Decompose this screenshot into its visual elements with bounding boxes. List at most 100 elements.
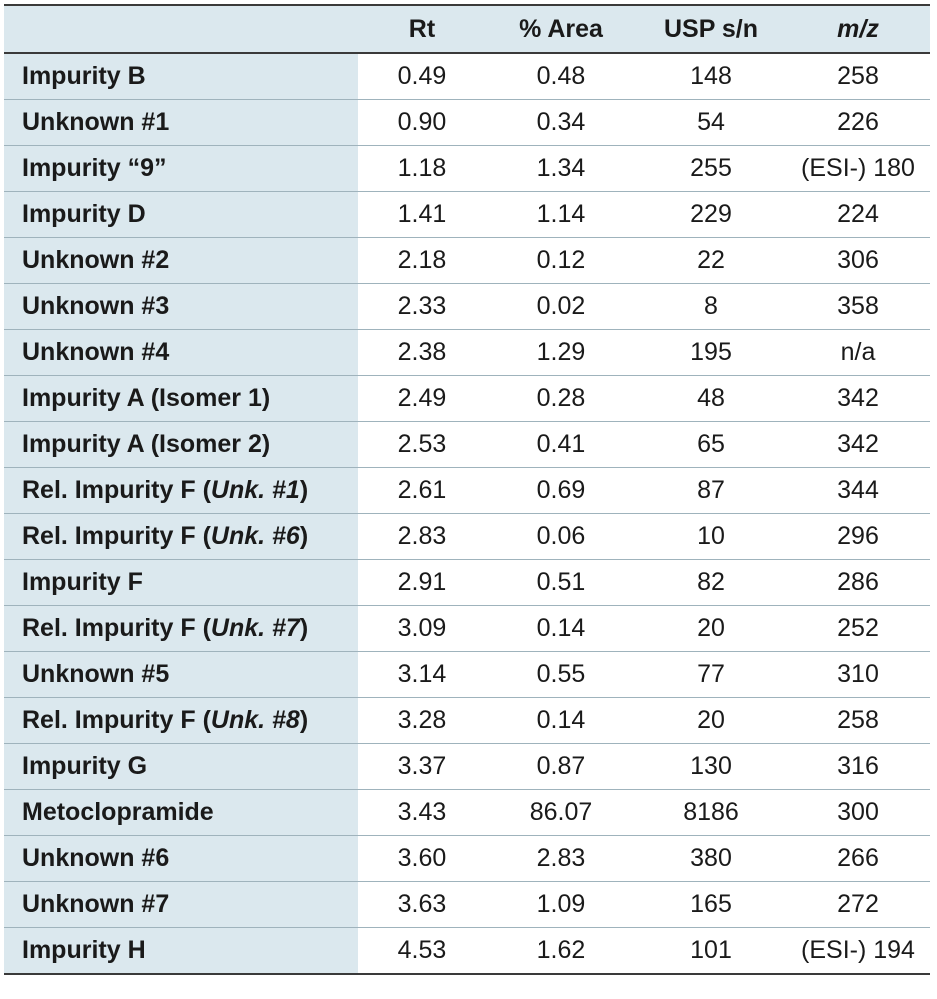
compound-name-cell: Impurity “9” — [4, 145, 358, 192]
rt-cell: 2.33 — [358, 283, 486, 330]
mz-cell: 258 — [786, 697, 930, 744]
compound-name: Impurity H — [22, 936, 146, 964]
mz-cell: 258 — [786, 53, 930, 100]
usp-sn-cell: 87 — [636, 467, 786, 514]
rt-cell: 3.28 — [358, 697, 486, 744]
mz-cell: (ESI-) 180 — [786, 145, 930, 192]
table-row: Unknown #1 0.90 0.34 54 226 — [4, 99, 930, 146]
rt-cell: 3.37 — [358, 743, 486, 790]
table-row: Unknown #5 3.14 0.55 77 310 — [4, 651, 930, 698]
compound-name-cell: Metoclopramide — [4, 789, 358, 836]
table-row: Impurity B 0.49 0.48 148 258 — [4, 53, 930, 100]
area-cell: 1.34 — [486, 145, 636, 192]
area-cell: 1.14 — [486, 191, 636, 238]
compound-name: Impurity A (Isomer 2) — [22, 430, 271, 458]
table-row: Impurity G 3.37 0.87 130 316 — [4, 743, 930, 790]
table-row: Rel. Impurity F (Unk. #1) 2.61 0.69 87 344 — [4, 467, 930, 514]
rt-cell: 2.83 — [358, 513, 486, 560]
compound-name-cell: Impurity G — [4, 743, 358, 790]
usp-sn-cell: 255 — [636, 145, 786, 192]
header-usp-sn: USP s/n — [636, 4, 786, 54]
compound-name: Rel. Impurity F ( — [22, 614, 211, 642]
rt-cell: 0.49 — [358, 53, 486, 100]
area-cell: 0.12 — [486, 237, 636, 284]
usp-sn-cell: 54 — [636, 99, 786, 146]
usp-sn-cell: 48 — [636, 375, 786, 422]
compound-name-cell: Rel. Impurity F (Unk. #1) — [4, 467, 358, 514]
table-row: Unknown #7 3.63 1.09 165 272 — [4, 881, 930, 928]
compound-name: Impurity F — [22, 568, 143, 596]
compound-name-cell: Impurity D — [4, 191, 358, 238]
compound-name-suffix: ) — [299, 614, 309, 642]
usp-sn-cell: 82 — [636, 559, 786, 606]
rt-cell: 4.53 — [358, 927, 486, 975]
mz-cell: 342 — [786, 375, 930, 422]
mz-cell: 224 — [786, 191, 930, 238]
compound-name: Impurity G — [22, 752, 148, 780]
compound-name-cell: Impurity A (Isomer 2) — [4, 421, 358, 468]
table-row: Impurity A (Isomer 2) 2.53 0.41 65 342 — [4, 421, 930, 468]
area-cell: 0.06 — [486, 513, 636, 560]
table-row: Unknown #6 3.60 2.83 380 266 — [4, 835, 930, 882]
usp-sn-cell: 148 — [636, 53, 786, 100]
results-table-container: Rt % Area USP s/n m/z Impurity B 0.49 0.48… — [4, 4, 930, 975]
area-cell: 0.55 — [486, 651, 636, 698]
compound-name-cell: Rel. Impurity F (Unk. #7) — [4, 605, 358, 652]
compound-name: Impurity A (Isomer 1) — [22, 384, 271, 412]
header-row: Rt % Area USP s/n m/z — [4, 4, 930, 54]
table-row: Rel. Impurity F (Unk. #6) 2.83 0.06 10 296 — [4, 513, 930, 560]
compound-name: Unknown #6 — [22, 844, 170, 872]
area-cell: 0.02 — [486, 283, 636, 330]
area-cell: 0.41 — [486, 421, 636, 468]
compound-name-cell: Impurity F — [4, 559, 358, 606]
table-row: Rel. Impurity F (Unk. #8) 3.28 0.14 20 258 — [4, 697, 930, 744]
compound-name-cell: Impurity H — [4, 927, 358, 975]
mz-cell: 306 — [786, 237, 930, 284]
compound-name: Unknown #5 — [22, 660, 170, 688]
rt-cell: 0.90 — [358, 99, 486, 146]
compound-name-italic: Unk. #6 — [210, 522, 300, 550]
usp-sn-cell: 10 — [636, 513, 786, 560]
area-cell: 0.51 — [486, 559, 636, 606]
rt-cell: 2.38 — [358, 329, 486, 376]
mz-cell: 358 — [786, 283, 930, 330]
rt-cell: 2.53 — [358, 421, 486, 468]
mz-cell: 344 — [786, 467, 930, 514]
area-cell: 2.83 — [486, 835, 636, 882]
compound-name: Rel. Impurity F ( — [22, 522, 211, 550]
rt-cell: 3.43 — [358, 789, 486, 836]
usp-sn-cell: 195 — [636, 329, 786, 376]
mz-cell: 310 — [786, 651, 930, 698]
impurity-results-table: Rt % Area USP s/n m/z Impurity B 0.49 0.48… — [4, 4, 930, 975]
table-row: Metoclopramide 3.43 86.07 8186 300 — [4, 789, 930, 836]
compound-name-italic: Unk. #1 — [210, 476, 300, 504]
usp-sn-cell: 22 — [636, 237, 786, 284]
compound-name: Unknown #2 — [22, 246, 170, 274]
table-row: Impurity “9” 1.18 1.34 255 (ESI-) 180 — [4, 145, 930, 192]
mz-cell: 226 — [786, 99, 930, 146]
compound-name: Unknown #7 — [22, 890, 170, 918]
mz-cell: 316 — [786, 743, 930, 790]
rt-cell: 3.63 — [358, 881, 486, 928]
usp-sn-cell: 229 — [636, 191, 786, 238]
area-cell: 0.14 — [486, 605, 636, 652]
area-cell: 0.14 — [486, 697, 636, 744]
usp-sn-cell: 65 — [636, 421, 786, 468]
area-cell: 1.62 — [486, 927, 636, 975]
area-cell: 86.07 — [486, 789, 636, 836]
compound-name-cell: Unknown #6 — [4, 835, 358, 882]
compound-name-cell: Unknown #3 — [4, 283, 358, 330]
mz-cell: 272 — [786, 881, 930, 928]
mz-cell: 286 — [786, 559, 930, 606]
table-row: Impurity D 1.41 1.14 229 224 — [4, 191, 930, 238]
compound-name: Impurity “9” — [22, 154, 167, 182]
area-cell: 0.34 — [486, 99, 636, 146]
compound-name: Unknown #1 — [22, 108, 170, 136]
rt-cell: 1.18 — [358, 145, 486, 192]
rt-cell: 3.60 — [358, 835, 486, 882]
compound-name-italic: Unk. #7 — [210, 614, 300, 642]
compound-name-cell: Rel. Impurity F (Unk. #8) — [4, 697, 358, 744]
area-cell: 1.09 — [486, 881, 636, 928]
table-body: Impurity B 0.49 0.48 148 258 Unknown #1 0.90 0.… — [4, 53, 930, 975]
table-row: Unknown #4 2.38 1.29 195 n/a — [4, 329, 930, 376]
